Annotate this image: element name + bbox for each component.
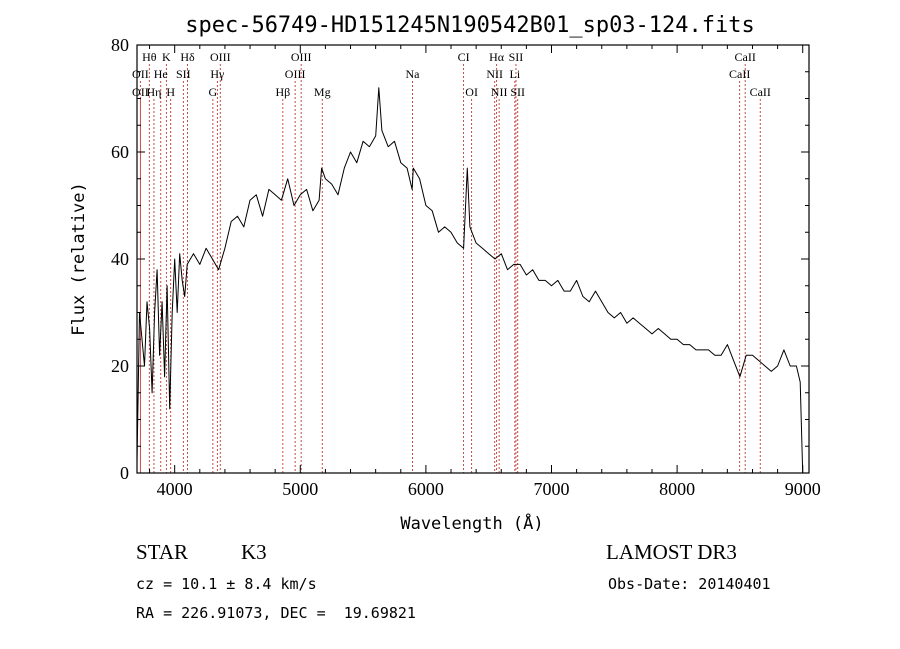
x-tick-label: 7000: [534, 479, 570, 499]
spectral-line-label: OIII: [210, 50, 231, 64]
spectrum-series: [136, 87, 804, 474]
spectral-line-label: SII: [176, 67, 191, 81]
redshift-readout: cz = 10.1 ± 8.4 km/s: [136, 575, 317, 593]
spectral-line-label: Li: [509, 67, 520, 81]
spectral-line-label: Hη: [146, 85, 161, 99]
spectral-line-label: OII: [132, 67, 149, 81]
x-tick-label: 5000: [282, 479, 318, 499]
chart-title: spec-56749-HD151245N190542B01_sp03-124.f…: [185, 13, 755, 38]
spectral-line-label: OI: [465, 85, 478, 99]
object-class: STAR: [136, 540, 188, 564]
y-tick-label: 20: [111, 356, 129, 376]
y-tick-label: 60: [111, 142, 129, 162]
y-tick-label: 40: [111, 249, 129, 269]
spectral-line-label: OII: [132, 85, 149, 99]
spectral-line-label: CI: [458, 50, 470, 64]
spectral-line-label: CaII: [729, 67, 750, 81]
x-tick-label: 9000: [785, 479, 821, 499]
spectral-line-label: K: [162, 50, 171, 64]
spectral-line-label: SII: [509, 50, 524, 64]
coordinates-readout: RA = 226.91073, DEC = 19.69821: [136, 604, 416, 622]
y-tick-label: 0: [120, 463, 129, 483]
y-tick-label: 80: [111, 35, 129, 55]
spectral-line-label: Hα: [489, 50, 505, 64]
spectral-line-label: NII: [486, 67, 503, 81]
spectral-line-label: NII: [491, 85, 508, 99]
x-axis-label: Wavelength (Å): [400, 512, 543, 534]
spectral-line-label: He: [154, 67, 168, 81]
x-tick-label: 6000: [408, 479, 444, 499]
spectral-line-label: SII: [510, 85, 525, 99]
spectral-line-label: CaII: [750, 85, 771, 99]
x-tick-label: 8000: [659, 479, 695, 499]
spectral-line-markers: Hθ K Hδ OIII OIII CI Hα SII CaII OII He SII Hγ OIII Na…: [132, 50, 771, 473]
spectral-line-label: OIII: [291, 50, 312, 64]
spectral-line-label: G: [209, 85, 218, 99]
axis-ticks: 4000 5000 6000 7000 8000 9000 0 20 40 60 80: [111, 35, 821, 499]
spectral-line-label: CaII: [735, 50, 756, 64]
spectral-subclass: K3: [241, 540, 267, 564]
spectral-line-label: Hθ: [142, 50, 157, 64]
plot-frame: [136, 44, 810, 474]
spectral-line-label: H: [166, 85, 175, 99]
y-axis-label: Flux (relative): [69, 182, 89, 336]
survey-name: LAMOST DR3: [606, 540, 737, 564]
spectral-line-label: Hδ: [180, 50, 195, 64]
spectral-line-label: Na: [405, 67, 420, 81]
spectral-line-label: Hβ: [275, 85, 290, 99]
spectrum-line: [136, 87, 804, 474]
spectral-line-label: Mg: [314, 85, 331, 99]
x-tick-label: 4000: [157, 479, 193, 499]
spectral-line-label: Hγ: [210, 67, 225, 81]
observation-date: Obs-Date: 20140401: [608, 575, 771, 593]
spectral-line-label: OIII: [285, 67, 306, 81]
